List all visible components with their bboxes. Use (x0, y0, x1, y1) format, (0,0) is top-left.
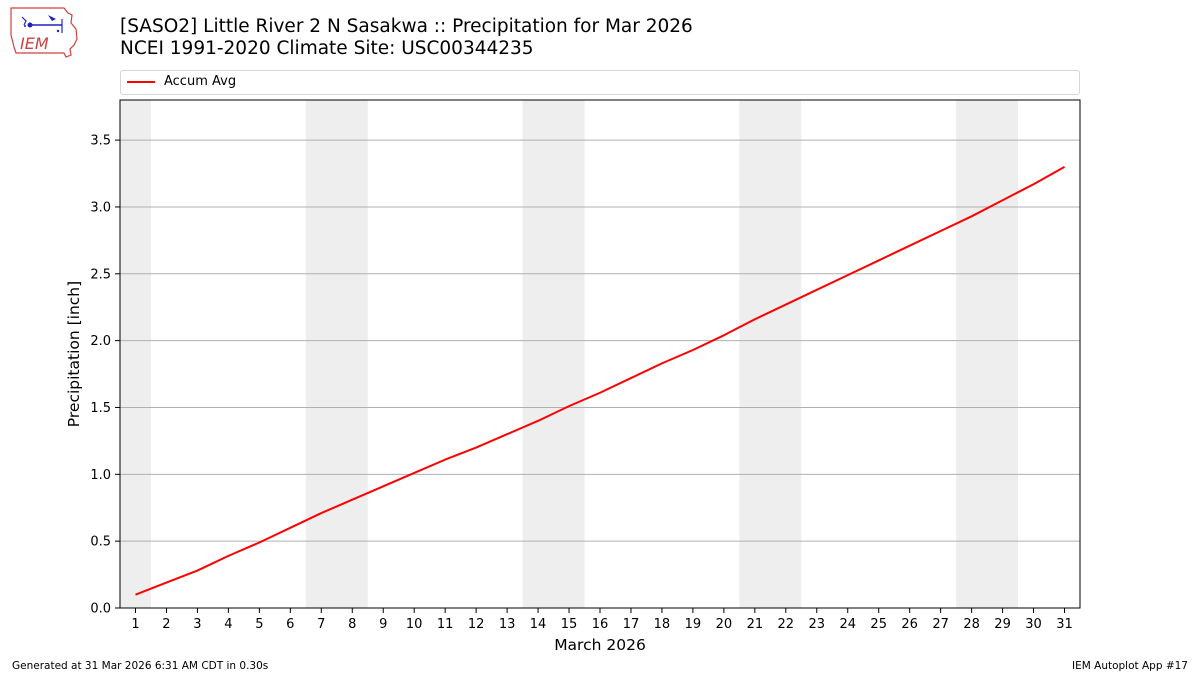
x-tick-label: 17 (623, 617, 640, 632)
y-tick-label: 0.5 (90, 535, 111, 550)
legend-swatch-accum-avg (127, 81, 155, 83)
weekend-band (522, 100, 585, 608)
x-tick-label: 4 (224, 617, 232, 632)
x-tick-label: 22 (778, 617, 795, 632)
x-tick-label: 1 (131, 617, 139, 632)
app-label: IEM Autoplot App #17 (1072, 660, 1188, 672)
x-tick-label: 6 (286, 617, 294, 632)
x-axis-label: March 2026 (554, 636, 646, 654)
weekend-band (305, 100, 368, 608)
x-tick-label: 23 (809, 617, 826, 632)
x-tick-label: 9 (379, 617, 387, 632)
y-tick-label: 2.5 (90, 267, 111, 282)
y-tick-label: 0.0 (90, 602, 111, 617)
y-axis-label: Precipitation [inch] (65, 281, 83, 427)
chart-title-line2: NCEI 1991-2020 Climate Site: USC00344235 (120, 38, 534, 59)
x-tick-label: 2 (162, 617, 170, 632)
weekend-band (956, 100, 1019, 608)
x-tick-label: 10 (406, 617, 423, 632)
weekend-band (120, 100, 151, 608)
generated-timestamp: Generated at 31 Mar 2026 6:31 AM CDT in … (12, 660, 269, 672)
x-tick-label: 29 (994, 617, 1011, 632)
x-tick-label: 5 (255, 617, 263, 632)
x-tick-label: 13 (499, 617, 516, 632)
weekend-band (739, 100, 802, 608)
logo-text: IEM (20, 34, 49, 53)
plot-area-frame (119, 99, 1081, 609)
chart-title: [SASO2] Little River 2 N Sasakwa :: Prec… (120, 16, 693, 60)
x-tick-label: 26 (901, 617, 918, 632)
x-tick-label: 12 (468, 617, 485, 632)
y-tick-label: 1.0 (90, 468, 111, 483)
chart-legend: Accum Avg (120, 70, 1080, 95)
x-tick-label: 8 (348, 617, 356, 632)
x-tick-label: 3 (193, 617, 201, 632)
series-line-accum-avg (135, 165, 1066, 596)
x-tick-label: 28 (963, 617, 980, 632)
x-tick-label: 11 (437, 617, 454, 632)
y-tick-label: 3.5 (90, 134, 111, 149)
x-tick-label: 31 (1056, 617, 1073, 632)
y-tick-label: 1.5 (90, 401, 111, 416)
iem-logo-icon: IEM (8, 5, 80, 59)
chart-title-line1: [SASO2] Little River 2 N Sasakwa :: Prec… (120, 16, 693, 37)
y-tick-label: 3.0 (90, 200, 111, 215)
x-tick-label: 27 (932, 617, 949, 632)
y-tick-label: 2.0 (90, 334, 111, 349)
x-tick-label: 30 (1025, 617, 1042, 632)
x-tick-label: 19 (685, 617, 702, 632)
x-tick-label: 16 (592, 617, 609, 632)
x-tick-label: 21 (747, 617, 764, 632)
x-tick-label: 25 (870, 617, 887, 632)
x-tick-label: 14 (530, 617, 547, 632)
x-tick-label: 20 (716, 617, 733, 632)
x-tick-label: 24 (839, 617, 856, 632)
x-tick-label: 15 (561, 617, 578, 632)
legend-label-accum-avg: Accum Avg (164, 74, 237, 89)
x-tick-label: 18 (654, 617, 671, 632)
x-tick-label: 7 (317, 617, 325, 632)
